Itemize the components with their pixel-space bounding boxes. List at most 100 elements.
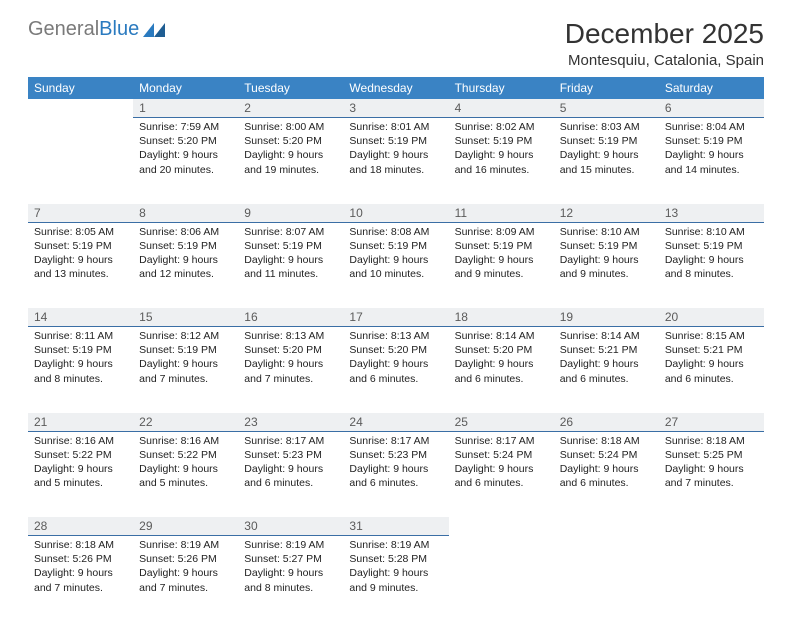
sunrise-text: Sunrise: 8:00 AM xyxy=(244,120,337,134)
day-number-cell: 9 xyxy=(238,204,343,223)
daylight-text: Daylight: 9 hours and 7 minutes. xyxy=(665,462,758,490)
day-content-cell: Sunrise: 8:18 AMSunset: 5:26 PMDaylight:… xyxy=(28,536,133,622)
day-content-cell: Sunrise: 8:16 AMSunset: 5:22 PMDaylight:… xyxy=(133,431,238,517)
sunset-text: Sunset: 5:19 PM xyxy=(455,239,548,253)
day-number-cell: 10 xyxy=(343,204,448,223)
weekday-header: Sunday xyxy=(28,77,133,99)
daylight-text: Daylight: 9 hours and 8 minutes. xyxy=(244,566,337,594)
sunrise-text: Sunrise: 8:10 AM xyxy=(560,225,653,239)
daylight-text: Daylight: 9 hours and 12 minutes. xyxy=(139,253,232,281)
day-content-cell: Sunrise: 8:01 AMSunset: 5:19 PMDaylight:… xyxy=(343,118,448,204)
day-number-cell xyxy=(449,517,554,536)
daylight-text: Daylight: 9 hours and 14 minutes. xyxy=(665,148,758,176)
day-number-cell: 19 xyxy=(554,308,659,327)
day-number-cell: 17 xyxy=(343,308,448,327)
day-number-cell: 3 xyxy=(343,99,448,118)
day-number-cell: 8 xyxy=(133,204,238,223)
day-number-cell: 7 xyxy=(28,204,133,223)
sunset-text: Sunset: 5:22 PM xyxy=(139,448,232,462)
day-content-cell: Sunrise: 8:17 AMSunset: 5:23 PMDaylight:… xyxy=(238,431,343,517)
sunset-text: Sunset: 5:19 PM xyxy=(560,134,653,148)
daylight-text: Daylight: 9 hours and 5 minutes. xyxy=(139,462,232,490)
logo-text-general: General xyxy=(28,18,99,40)
sunset-text: Sunset: 5:19 PM xyxy=(349,134,442,148)
weekday-header: Thursday xyxy=(449,77,554,99)
sunrise-text: Sunrise: 8:09 AM xyxy=(455,225,548,239)
day-number-cell: 20 xyxy=(659,308,764,327)
day-content-cell: Sunrise: 8:12 AMSunset: 5:19 PMDaylight:… xyxy=(133,327,238,413)
daylight-text: Daylight: 9 hours and 6 minutes. xyxy=(665,357,758,385)
logo-text-blue: Blue xyxy=(99,18,139,40)
sunset-text: Sunset: 5:21 PM xyxy=(665,343,758,357)
day-number-cell: 13 xyxy=(659,204,764,223)
daylight-text: Daylight: 9 hours and 7 minutes. xyxy=(139,357,232,385)
day-number-row: 14151617181920 xyxy=(28,308,764,327)
daylight-text: Daylight: 9 hours and 6 minutes. xyxy=(244,462,337,490)
sunset-text: Sunset: 5:20 PM xyxy=(244,134,337,148)
sunrise-text: Sunrise: 8:11 AM xyxy=(34,329,127,343)
day-number-cell: 30 xyxy=(238,517,343,536)
day-number-cell: 18 xyxy=(449,308,554,327)
day-content-cell: Sunrise: 8:10 AMSunset: 5:19 PMDaylight:… xyxy=(659,222,764,308)
day-number-row: 28293031 xyxy=(28,517,764,536)
day-number-cell: 24 xyxy=(343,413,448,432)
day-number-cell: 27 xyxy=(659,413,764,432)
day-number-cell: 11 xyxy=(449,204,554,223)
day-number-cell: 22 xyxy=(133,413,238,432)
day-number-cell: 25 xyxy=(449,413,554,432)
daylight-text: Daylight: 9 hours and 10 minutes. xyxy=(349,253,442,281)
day-content-row: Sunrise: 8:18 AMSunset: 5:26 PMDaylight:… xyxy=(28,536,764,622)
day-content-cell: Sunrise: 8:13 AMSunset: 5:20 PMDaylight:… xyxy=(238,327,343,413)
day-content-cell: Sunrise: 8:07 AMSunset: 5:19 PMDaylight:… xyxy=(238,222,343,308)
daylight-text: Daylight: 9 hours and 9 minutes. xyxy=(455,253,548,281)
day-content-cell: Sunrise: 8:03 AMSunset: 5:19 PMDaylight:… xyxy=(554,118,659,204)
sunrise-text: Sunrise: 8:14 AM xyxy=(560,329,653,343)
day-content-cell xyxy=(28,118,133,204)
daylight-text: Daylight: 9 hours and 6 minutes. xyxy=(455,462,548,490)
daylight-text: Daylight: 9 hours and 5 minutes. xyxy=(34,462,127,490)
day-number-cell: 14 xyxy=(28,308,133,327)
daylight-text: Daylight: 9 hours and 13 minutes. xyxy=(34,253,127,281)
sunset-text: Sunset: 5:19 PM xyxy=(455,134,548,148)
daylight-text: Daylight: 9 hours and 7 minutes. xyxy=(34,566,127,594)
sunrise-text: Sunrise: 8:06 AM xyxy=(139,225,232,239)
sunrise-text: Sunrise: 8:04 AM xyxy=(665,120,758,134)
logo-triangle-icon xyxy=(143,23,165,37)
sunrise-text: Sunrise: 8:02 AM xyxy=(455,120,548,134)
day-number-cell: 29 xyxy=(133,517,238,536)
day-content-cell: Sunrise: 8:18 AMSunset: 5:24 PMDaylight:… xyxy=(554,431,659,517)
sunset-text: Sunset: 5:23 PM xyxy=(349,448,442,462)
sunset-text: Sunset: 5:19 PM xyxy=(349,239,442,253)
daylight-text: Daylight: 9 hours and 6 minutes. xyxy=(560,357,653,385)
day-content-cell: Sunrise: 8:05 AMSunset: 5:19 PMDaylight:… xyxy=(28,222,133,308)
daylight-text: Daylight: 9 hours and 8 minutes. xyxy=(665,253,758,281)
day-content-cell xyxy=(659,536,764,622)
day-content-cell: Sunrise: 8:09 AMSunset: 5:19 PMDaylight:… xyxy=(449,222,554,308)
sunrise-text: Sunrise: 8:18 AM xyxy=(560,434,653,448)
sunrise-text: Sunrise: 8:13 AM xyxy=(244,329,337,343)
location-subtitle: Montesquiu, Catalonia, Spain xyxy=(565,52,764,69)
day-number-cell: 21 xyxy=(28,413,133,432)
sunrise-text: Sunrise: 8:18 AM xyxy=(665,434,758,448)
sunset-text: Sunset: 5:27 PM xyxy=(244,552,337,566)
day-content-cell: Sunrise: 8:19 AMSunset: 5:28 PMDaylight:… xyxy=(343,536,448,622)
page-header: GeneralBlue December 2025 Montesquiu, Ca… xyxy=(28,18,764,69)
day-content-cell: Sunrise: 8:02 AMSunset: 5:19 PMDaylight:… xyxy=(449,118,554,204)
sunset-text: Sunset: 5:22 PM xyxy=(34,448,127,462)
daylight-text: Daylight: 9 hours and 9 minutes. xyxy=(349,566,442,594)
day-number-cell: 12 xyxy=(554,204,659,223)
sunrise-text: Sunrise: 8:03 AM xyxy=(560,120,653,134)
sunset-text: Sunset: 5:24 PM xyxy=(560,448,653,462)
daylight-text: Daylight: 9 hours and 7 minutes. xyxy=(244,357,337,385)
sunrise-text: Sunrise: 8:17 AM xyxy=(244,434,337,448)
sunset-text: Sunset: 5:19 PM xyxy=(34,343,127,357)
day-content-row: Sunrise: 7:59 AMSunset: 5:20 PMDaylight:… xyxy=(28,118,764,204)
sunset-text: Sunset: 5:28 PM xyxy=(349,552,442,566)
sunset-text: Sunset: 5:19 PM xyxy=(665,239,758,253)
sunset-text: Sunset: 5:19 PM xyxy=(560,239,653,253)
daylight-text: Daylight: 9 hours and 19 minutes. xyxy=(244,148,337,176)
sunset-text: Sunset: 5:19 PM xyxy=(665,134,758,148)
day-content-cell: Sunrise: 8:17 AMSunset: 5:24 PMDaylight:… xyxy=(449,431,554,517)
day-number-row: 123456 xyxy=(28,99,764,118)
sunset-text: Sunset: 5:19 PM xyxy=(34,239,127,253)
